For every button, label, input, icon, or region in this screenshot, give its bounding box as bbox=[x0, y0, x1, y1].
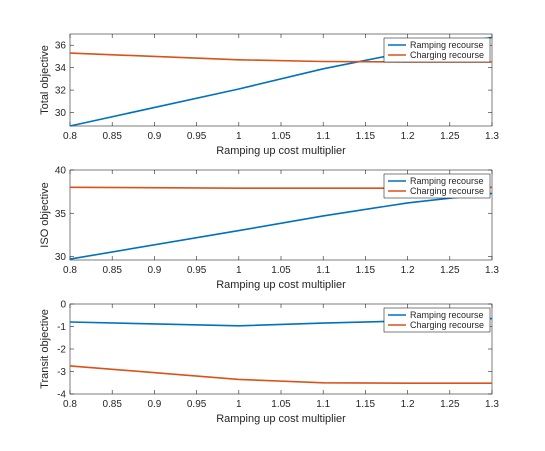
legend-box bbox=[383, 37, 491, 63]
x-tick-label: 1.25 bbox=[440, 265, 460, 276]
legend-box bbox=[383, 307, 491, 333]
x-tick-label: 1.3 bbox=[485, 131, 499, 142]
x-tick-label: 1.25 bbox=[440, 131, 460, 142]
y-tick-label: 32 bbox=[55, 86, 67, 97]
legend-label: Ramping recourse bbox=[410, 176, 484, 186]
legend-label: Charging recourse bbox=[410, 50, 484, 60]
x-tick-label: 1.15 bbox=[356, 131, 376, 142]
x-tick-label: 0.95 bbox=[187, 399, 207, 410]
legend-label: Charging recourse bbox=[410, 320, 484, 330]
y-axis-label: ISO objective bbox=[39, 182, 51, 247]
y-axis-label: Transit objective bbox=[39, 309, 51, 389]
y-tick-label: -1 bbox=[57, 322, 66, 333]
chart-panel-1: 0.8 0.85 0.9 0.95 1 1.05 1.1 1.15 1.2 1.25 1.3 30 32… bbox=[39, 33, 499, 157]
x-tick-label: 0.9 bbox=[147, 265, 161, 276]
y-tick-label: 34 bbox=[55, 63, 67, 74]
x-axis-label: Ramping up cost multiplier bbox=[216, 279, 346, 291]
x-tick-label: 1.05 bbox=[271, 265, 291, 276]
x-tick-label: 0.8 bbox=[63, 131, 77, 142]
x-tick-label: 1.3 bbox=[485, 265, 499, 276]
x-tick-label: 1 bbox=[236, 399, 242, 410]
x-tick-label: 1.1 bbox=[316, 265, 330, 276]
x-tick-label: 0.85 bbox=[102, 265, 122, 276]
y-tick-label: 30 bbox=[55, 108, 67, 119]
y-tick-label: 0 bbox=[60, 300, 66, 311]
chart-panel-3: 0.8 0.85 0.9 0.95 1 1.05 1.1 1.15 1.2 1.25 1.3 -4 -3… bbox=[39, 300, 499, 426]
legend-box bbox=[383, 173, 491, 199]
x-tick-label: 1.2 bbox=[401, 265, 415, 276]
x-tick-label: 0.8 bbox=[63, 399, 77, 410]
legend-label: Ramping recourse bbox=[410, 310, 484, 320]
x-tick-label: 1 bbox=[236, 131, 242, 142]
y-axis-label: Total objective bbox=[39, 45, 51, 115]
x-tick-label: 1.05 bbox=[271, 131, 291, 142]
x-tick-label: 1.25 bbox=[440, 399, 460, 410]
x-tick-label: 1.3 bbox=[485, 399, 499, 410]
x-tick-label: 0.95 bbox=[187, 131, 207, 142]
legend-label: Charging recourse bbox=[410, 186, 484, 196]
y-tick-label: 40 bbox=[55, 166, 67, 177]
x-tick-label: 0.9 bbox=[147, 131, 161, 142]
y-tick-label: 30 bbox=[55, 252, 67, 263]
x-tick-label: 0.85 bbox=[102, 399, 122, 410]
legend-label: Ramping recourse bbox=[410, 40, 484, 50]
x-axis-label: Ramping up cost multiplier bbox=[216, 145, 346, 157]
x-tick-label: 1.15 bbox=[356, 265, 376, 276]
x-tick-label: 1.1 bbox=[316, 399, 330, 410]
x-tick-label: 1.15 bbox=[356, 399, 376, 410]
x-tick-label: 1.05 bbox=[271, 399, 291, 410]
x-tick-label: 0.8 bbox=[63, 265, 77, 276]
x-tick-label: 0.85 bbox=[102, 131, 122, 142]
x-axis-label: Ramping up cost multiplier bbox=[216, 413, 346, 425]
x-tick-label: 1 bbox=[236, 265, 242, 276]
series-line-charging-recourse bbox=[69, 365, 492, 385]
series-line-ramping-recourse bbox=[69, 192, 493, 260]
y-tick-label: 36 bbox=[55, 41, 67, 52]
y-tick-label: -3 bbox=[57, 367, 66, 378]
y-tick-label: -2 bbox=[57, 345, 66, 356]
x-tick-label: 1.1 bbox=[316, 131, 330, 142]
x-tick-label: 1.2 bbox=[401, 131, 415, 142]
x-tick-label: 1.2 bbox=[401, 399, 415, 410]
x-tick-label: 0.9 bbox=[147, 399, 161, 410]
x-tick-label: 0.95 bbox=[187, 265, 207, 276]
y-tick-label: -4 bbox=[57, 390, 66, 401]
y-tick-label: 35 bbox=[55, 209, 67, 220]
chart-panel-2: 0.8 0.85 0.9 0.95 1 1.05 1.1 1.15 1.2 1.25 1.3 30 35… bbox=[39, 166, 499, 292]
